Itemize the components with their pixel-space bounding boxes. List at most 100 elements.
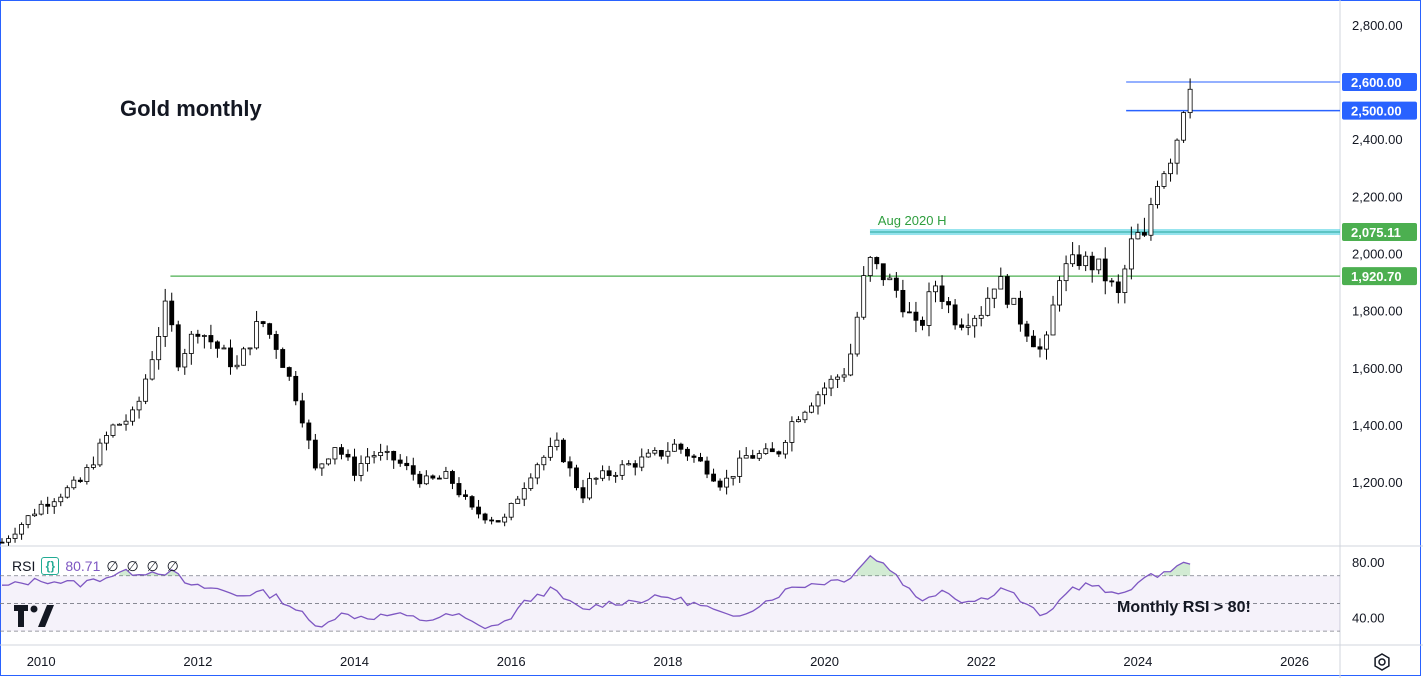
candle bbox=[959, 324, 965, 328]
price-tick-label: 2,400.00 bbox=[1352, 132, 1403, 147]
candle bbox=[763, 448, 769, 454]
candle bbox=[482, 513, 488, 521]
candle bbox=[77, 479, 83, 482]
candle bbox=[19, 524, 25, 535]
candle bbox=[312, 439, 318, 469]
candle bbox=[117, 423, 122, 426]
candle bbox=[71, 479, 77, 489]
candle bbox=[515, 498, 521, 504]
candle bbox=[671, 443, 677, 452]
candle bbox=[423, 475, 429, 485]
candle bbox=[436, 477, 442, 480]
candle bbox=[97, 442, 103, 466]
candle bbox=[534, 464, 540, 479]
rsi-annotation: Monthly RSI > 80! bbox=[1117, 599, 1251, 616]
candle bbox=[972, 317, 978, 327]
price-tick-label: 1,800.00 bbox=[1352, 304, 1403, 319]
candle bbox=[632, 463, 638, 468]
candle bbox=[508, 503, 514, 518]
candle bbox=[574, 467, 579, 489]
candle bbox=[215, 341, 220, 349]
rsi-extras: ∅ ∅ ∅ ∅ bbox=[106, 557, 181, 574]
candle bbox=[51, 501, 57, 507]
candle bbox=[1181, 112, 1187, 141]
candle bbox=[606, 470, 612, 476]
candle bbox=[1168, 162, 1173, 175]
candle bbox=[325, 458, 331, 465]
candle bbox=[835, 376, 841, 380]
candle bbox=[724, 477, 730, 488]
rsi-overbought-fill bbox=[857, 555, 897, 576]
price-level-badge bbox=[1342, 73, 1417, 92]
candle bbox=[104, 435, 109, 444]
candle bbox=[769, 448, 775, 453]
candle bbox=[502, 516, 508, 523]
candle bbox=[560, 439, 566, 463]
candle bbox=[952, 304, 958, 326]
candle bbox=[1004, 276, 1010, 305]
candle bbox=[6, 538, 11, 543]
source-code-icon[interactable]: {} bbox=[41, 557, 60, 575]
candle bbox=[339, 447, 344, 455]
candle bbox=[371, 455, 377, 458]
candle bbox=[306, 422, 312, 441]
candle bbox=[58, 496, 64, 503]
candle bbox=[580, 487, 586, 499]
candle bbox=[619, 464, 625, 476]
candle bbox=[391, 450, 397, 461]
candle bbox=[521, 488, 527, 500]
price-tick-label: 1,200.00 bbox=[1352, 475, 1403, 490]
candle bbox=[365, 456, 370, 464]
candle bbox=[926, 291, 932, 326]
candle bbox=[626, 463, 632, 466]
candle bbox=[1135, 232, 1141, 240]
candle bbox=[978, 314, 984, 319]
candle bbox=[717, 480, 723, 488]
candle bbox=[678, 443, 684, 450]
candle bbox=[38, 503, 44, 515]
candle bbox=[1174, 139, 1180, 164]
candle bbox=[1155, 186, 1160, 206]
candle bbox=[1024, 323, 1030, 337]
candle bbox=[378, 451, 384, 456]
candle bbox=[182, 353, 188, 368]
candle bbox=[802, 411, 808, 421]
candle bbox=[476, 506, 481, 515]
candle bbox=[397, 459, 403, 464]
candle bbox=[45, 503, 51, 507]
candle bbox=[143, 378, 149, 402]
price-level-badge bbox=[1342, 223, 1417, 242]
rsi-overbought-fill bbox=[1164, 562, 1191, 576]
candle bbox=[861, 275, 867, 318]
rsi-value: 80.71 bbox=[65, 558, 101, 574]
candle bbox=[32, 513, 38, 517]
candle bbox=[430, 475, 436, 479]
candle bbox=[822, 387, 827, 396]
candle bbox=[906, 311, 912, 314]
price-level-badge-label: 2,600.00 bbox=[1351, 75, 1402, 90]
candle bbox=[939, 285, 945, 302]
time-tick-label: 2012 bbox=[183, 654, 212, 669]
tradingview-logo-icon[interactable] bbox=[14, 605, 54, 634]
rsi-line[interactable] bbox=[1, 554, 1191, 630]
time-tick-label: 2026 bbox=[1280, 654, 1309, 669]
candle bbox=[358, 463, 364, 476]
candle bbox=[12, 533, 18, 539]
candle bbox=[711, 473, 716, 482]
candle bbox=[463, 494, 468, 497]
settings-gear-icon[interactable] bbox=[1372, 652, 1392, 677]
candle bbox=[169, 300, 175, 326]
chart-title: Gold monthly bbox=[120, 96, 262, 121]
candle bbox=[267, 323, 273, 335]
candle bbox=[1037, 346, 1043, 350]
candle bbox=[809, 405, 814, 413]
candle bbox=[149, 359, 155, 380]
candle bbox=[1063, 263, 1069, 282]
rsi-tick-label: 40.00 bbox=[1352, 610, 1385, 625]
candle bbox=[175, 324, 181, 368]
candle bbox=[410, 465, 416, 475]
candle bbox=[880, 263, 886, 281]
candle bbox=[900, 289, 906, 313]
candle bbox=[547, 446, 553, 458]
